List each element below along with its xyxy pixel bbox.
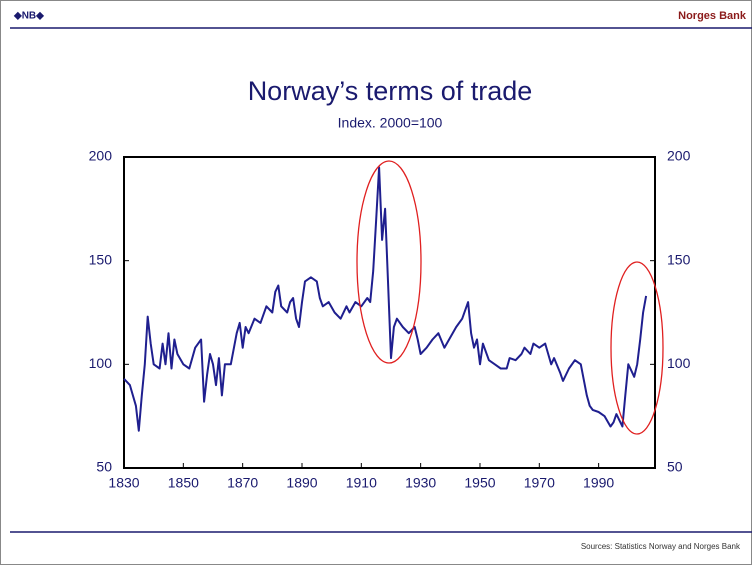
plot-frame <box>123 156 656 469</box>
y-tick-label: 50 <box>96 459 112 475</box>
x-tick-label: 1930 <box>405 475 436 491</box>
x-tick-label: 1830 <box>108 475 139 491</box>
y2-tick-label: 200 <box>667 148 691 164</box>
x-tick-label: 1950 <box>464 475 495 491</box>
plot: 50 100 150 200 50 100 150 200 1830 1850 1870 1890 19… <box>89 148 691 491</box>
x-tick-label: 1890 <box>286 475 317 491</box>
y2-tick-label: 100 <box>667 355 691 371</box>
x-tick-label: 1870 <box>227 475 258 491</box>
y2-tick-label: 150 <box>667 251 691 267</box>
highlight-ellipse <box>610 261 664 435</box>
logo: ◆NB◆ <box>13 11 44 22</box>
terms-of-trade-line <box>123 166 648 432</box>
x-tick-label: 1910 <box>346 475 377 491</box>
highlight-ellipse <box>356 160 422 364</box>
y-tick-label: 200 <box>89 148 113 164</box>
x-tick-label: 1970 <box>524 475 555 491</box>
source: Sources: Statistics Norway and Norges Ba… <box>581 542 741 551</box>
y-tick-label: 150 <box>89 251 113 267</box>
y-tick-label: 100 <box>89 355 113 371</box>
chart-title: Norway’s terms of trade <box>248 76 533 106</box>
y2-tick-label: 50 <box>667 459 683 475</box>
chart-subtitle: Index. 2000=100 <box>338 115 443 131</box>
x-tick-label: 1990 <box>583 475 614 491</box>
bank-name: Norges Bank <box>678 10 747 22</box>
x-tick-label: 1850 <box>168 475 199 491</box>
